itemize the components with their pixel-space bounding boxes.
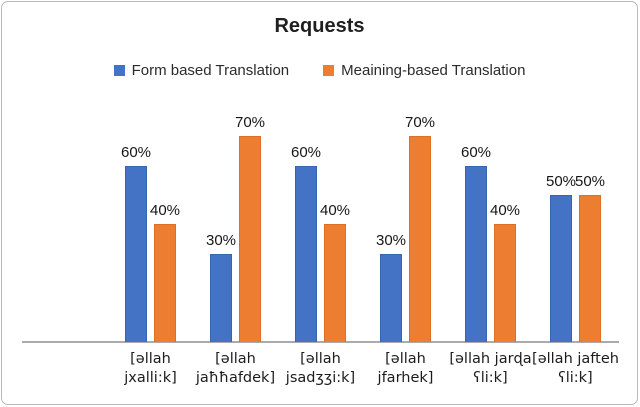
bar-meaning-based-0 — [154, 224, 176, 342]
bar-value-label: 30% — [375, 232, 407, 249]
x-tick-label-2: [əllah jsadʒʒi:k] — [285, 351, 356, 386]
legend-label-form-based: Form based Translation — [131, 62, 290, 79]
bar-value-label: 60% — [120, 144, 152, 161]
bar-value-label: 50% — [574, 173, 606, 190]
bar-value-label: 70% — [234, 114, 266, 131]
bar-form-based-4 — [465, 166, 487, 342]
legend-swatch-blue-icon — [113, 65, 125, 76]
chart-legend: Form based Translation Meaining-based Tr… — [2, 62, 637, 79]
x-tick-label-5: [əllah jafteh ʕli:k] — [532, 351, 619, 386]
bar-form-based-5 — [550, 195, 572, 342]
legend-item-meaning-based: Meaining-based Translation — [323, 62, 525, 79]
legend-label-meaning-based: Meaining-based Translation — [341, 62, 526, 79]
x-tick-label-3: [əllah jfarhek] — [377, 351, 434, 386]
legend-swatch-orange-icon — [323, 65, 335, 76]
bar-form-based-2 — [295, 166, 317, 342]
bar-meaning-based-3 — [409, 136, 431, 342]
chart-title: Requests — [274, 15, 365, 37]
x-axis-line — [22, 341, 619, 343]
bar-form-based-1 — [210, 254, 232, 342]
x-tick-label-0: [əllah jxalli:k] — [124, 351, 177, 386]
bar-form-based-3 — [380, 254, 402, 342]
bar-meaning-based-5 — [579, 195, 601, 342]
bar-meaning-based-2 — [324, 224, 346, 342]
x-tick-label-1: [əllah jaħħafdek] — [195, 351, 276, 386]
bar-form-based-0 — [125, 166, 147, 342]
bar-meaning-based-1 — [239, 136, 261, 342]
x-tick-label-4: [əllah jarɖa ʕli:k] — [449, 351, 532, 386]
bar-value-label: 40% — [149, 202, 181, 219]
bar-value-label: 40% — [489, 202, 521, 219]
bar-value-label: 40% — [319, 202, 351, 219]
bar-value-label: 50% — [545, 173, 577, 190]
bar-value-label: 30% — [205, 232, 237, 249]
bar-value-label: 60% — [290, 144, 322, 161]
bar-meaning-based-4 — [494, 224, 516, 342]
bar-value-label: 60% — [460, 144, 492, 161]
bar-value-label: 70% — [404, 114, 436, 131]
legend-item-form-based: Form based Translation — [113, 62, 290, 79]
